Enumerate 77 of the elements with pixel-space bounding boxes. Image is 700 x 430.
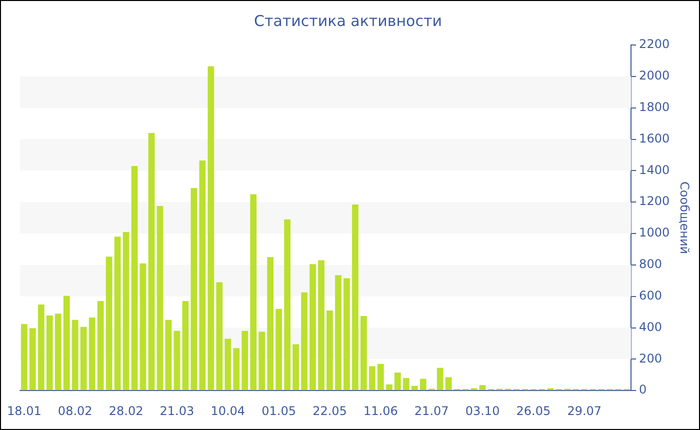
- x-tick-label: 28.02: [108, 404, 144, 418]
- bar: [216, 282, 223, 390]
- bar: [182, 301, 189, 390]
- x-tick-label: 01.05: [262, 404, 296, 418]
- bar: [233, 348, 240, 390]
- y-axis-title: Сообщений: [678, 182, 692, 254]
- x-tick-label: 08.02: [58, 404, 92, 418]
- bar: [54, 314, 62, 390]
- bar: [114, 236, 121, 390]
- bar: [140, 263, 146, 390]
- bar: [445, 377, 452, 390]
- bar: [250, 194, 257, 390]
- y-tick-label: 0: [639, 382, 647, 397]
- bar: [276, 308, 282, 390]
- x-tick-label: 10.04: [210, 404, 246, 418]
- bar: [386, 384, 392, 390]
- bar: [63, 296, 70, 390]
- y-tick-label: 1000: [639, 226, 670, 240]
- bar: [131, 166, 138, 390]
- bar: [199, 160, 206, 390]
- x-tick-label: 26.05: [516, 404, 551, 418]
- y-tick-label: 2000: [639, 68, 670, 83]
- y-tick-label: 1600: [639, 131, 670, 146]
- bar: [97, 301, 104, 390]
- bar: [301, 292, 308, 390]
- y-tick-label: 1800: [639, 100, 670, 114]
- bar: [165, 320, 172, 390]
- y-tick-label: 200: [639, 351, 662, 366]
- bar: [402, 378, 410, 390]
- bar: [267, 257, 274, 390]
- bar: [29, 328, 36, 390]
- y-tick-label: 600: [639, 288, 662, 302]
- bar: [360, 316, 367, 390]
- x-tick-label: 21.07: [414, 404, 449, 418]
- bar: [122, 232, 130, 390]
- bar: [318, 260, 324, 390]
- x-tick-label: 03.10: [465, 404, 500, 418]
- y-tick-label: 2200: [639, 37, 670, 52]
- bar: [335, 275, 342, 390]
- bar: [224, 338, 232, 390]
- bar: [72, 320, 78, 390]
- x-tick-label: 18.01: [6, 404, 42, 418]
- x-tick-label: 22.05: [312, 404, 347, 418]
- x-tick-label: 29.07: [567, 404, 602, 418]
- bar: [148, 132, 155, 390]
- bar: [174, 330, 180, 390]
- bar: [258, 332, 266, 390]
- bar: [394, 372, 401, 390]
- bar: [242, 330, 248, 390]
- bar: [436, 368, 444, 390]
- bar: [326, 310, 333, 390]
- bar: [377, 364, 384, 390]
- bar: [106, 256, 112, 390]
- x-tick-label: 11.06: [363, 404, 398, 418]
- bar: [46, 316, 53, 390]
- bar: [420, 378, 426, 390]
- y-tick-label: 1200: [639, 194, 670, 208]
- y-tick-label: 800: [639, 257, 662, 272]
- x-tick-label: 21.03: [160, 404, 194, 418]
- chart-title: Статистика активности: [254, 12, 442, 30]
- bar: [38, 304, 44, 390]
- bar: [292, 344, 299, 390]
- bar: [20, 324, 28, 390]
- bar: [80, 326, 87, 390]
- bar: [310, 264, 316, 390]
- bar: [344, 278, 350, 390]
- y-tick-label: 400: [639, 320, 662, 334]
- bar: [411, 386, 418, 390]
- bar: [369, 366, 376, 390]
- bar: [190, 188, 198, 390]
- bar: [88, 318, 96, 390]
- bar: [284, 219, 290, 390]
- bar: [352, 204, 358, 390]
- y-tick-label: 1400: [639, 162, 670, 177]
- bar: [479, 385, 486, 390]
- bar: [208, 66, 214, 390]
- bar: [156, 206, 164, 390]
